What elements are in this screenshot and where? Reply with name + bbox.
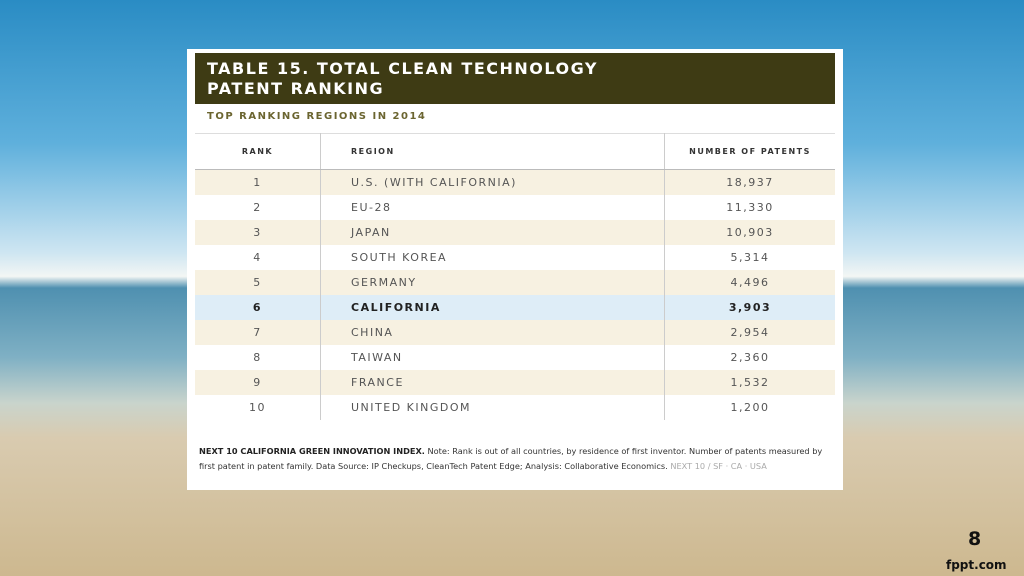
table-cell: SOUTH KOREA xyxy=(320,245,665,270)
table-cell: JAPAN xyxy=(320,220,665,245)
table-row: 9 FRANCE 1,532 xyxy=(195,370,835,395)
column-header: REGION xyxy=(320,133,665,170)
table-cell: 9 xyxy=(195,370,321,395)
column-header: NUMBER OF PATENTS xyxy=(664,133,835,170)
ranking-table: RANK REGION NUMBER OF PATENTS 1 U.S. (WITH … xyxy=(195,133,835,420)
table-row: 5 GERMANY 4,496 xyxy=(195,270,835,295)
table-cell: GERMANY xyxy=(320,270,665,295)
table-cell: 2,360 xyxy=(730,351,770,364)
table-row: 4 SOUTH KOREA 5,314 xyxy=(195,245,835,270)
table-cell: FRANCE xyxy=(320,370,665,395)
table-cell: 5,314 xyxy=(730,251,770,264)
table-row: 2 EU-28 11,330 xyxy=(195,195,835,220)
table-row: 1 U.S. (WITH CALIFORNIA) 18,937 xyxy=(195,169,835,195)
table-cell: 3 xyxy=(195,220,321,245)
table-cell: TAIWAN xyxy=(320,345,665,370)
footnote-mark: NEXT 10 / SF · CA · USA xyxy=(667,461,767,471)
table-cell: 11,330 xyxy=(726,201,774,214)
table-row: 7 CHINA 2,954 xyxy=(195,320,835,345)
table-body: 1 U.S. (WITH CALIFORNIA) 18,937 2 EU-28 11,33… xyxy=(195,169,835,420)
header-row: RANK REGION NUMBER OF PATENTS xyxy=(195,133,835,170)
table-cell: 1 xyxy=(195,169,321,195)
page-number: 8 xyxy=(968,528,982,550)
table-cell: 5 xyxy=(195,270,321,295)
footnote-source: NEXT 10 CALIFORNIA GREEN INNOVATION INDE… xyxy=(199,446,425,456)
table-cell: 10,903 xyxy=(664,220,835,245)
table-row: 10 UNITED KINGDOM 1,200 xyxy=(195,395,835,420)
table-cell: CHINA xyxy=(320,320,665,345)
title-line: TABLE 15. TOTAL CLEAN TECHNOLOGY xyxy=(207,59,598,78)
table-panel: TABLE 15. TOTAL CLEAN TECHNOLOGY PATENT … xyxy=(187,49,843,490)
table-cell: 4 xyxy=(195,245,321,270)
table-cell: 18,937 xyxy=(664,169,835,195)
table-row: 6 CALIFORNIA 3,903 xyxy=(195,295,835,320)
table-row: 3 JAPAN 10,903 xyxy=(195,220,835,245)
table-cell: 4,496 xyxy=(664,270,835,295)
table-cell: 10 xyxy=(195,395,321,420)
brand: fppt.com xyxy=(946,558,1007,572)
table-cell: 1,532 xyxy=(664,370,835,395)
table-cell: 6 xyxy=(195,295,321,320)
title-line: PATENT RANKING xyxy=(207,79,385,98)
table-cell: CALIFORNIA xyxy=(320,295,665,320)
column-header: RANK xyxy=(195,133,321,170)
table-cell: 3,903 xyxy=(664,295,835,320)
table-cell: 1,200 xyxy=(730,401,770,414)
table-cell: U.S. (WITH CALIFORNIA) xyxy=(320,169,665,195)
table-cell: UNITED KINGDOM xyxy=(320,395,665,420)
footnote-text: Note: Rank is out of all countries, by r… xyxy=(199,446,823,471)
subtitle: TOP RANKING REGIONS IN 2014 xyxy=(207,111,427,122)
table-cell: 7 xyxy=(195,320,321,345)
table-row: 8 TAIWAN 2,360 xyxy=(195,345,835,370)
table-cell: 2 xyxy=(195,195,321,220)
table-cell: EU-28 xyxy=(320,195,665,220)
table-cell: 8 xyxy=(195,345,321,370)
title-bar: TABLE 15. TOTAL CLEAN TECHNOLOGY PATENT … xyxy=(195,53,835,104)
table-cell: 2,954 xyxy=(664,320,835,345)
footnote: NEXT 10 CALIFORNIA GREEN INNOVATION INDE… xyxy=(199,444,829,474)
